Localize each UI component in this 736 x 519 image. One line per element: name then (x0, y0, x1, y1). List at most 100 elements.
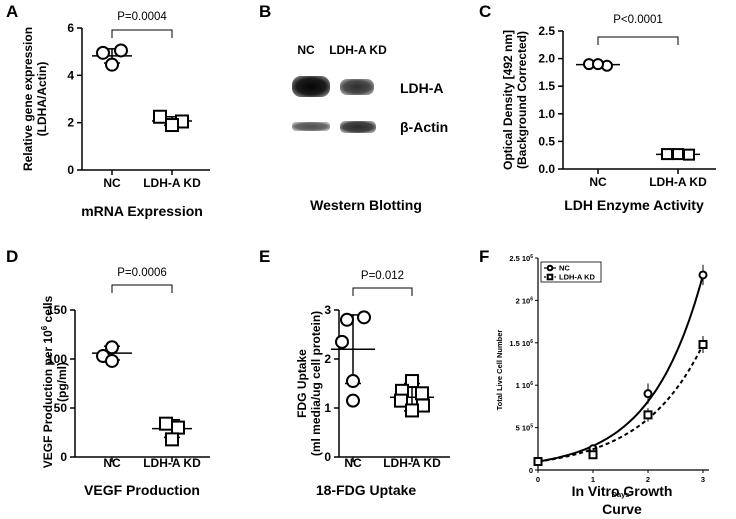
panel-e-category-label: NC (344, 456, 362, 470)
panel-a-category-label: NC (103, 176, 121, 190)
panel-label-d: D (6, 247, 18, 266)
panel-f-x-tick-label: 2 (646, 475, 650, 484)
panel-label-c: C (479, 2, 491, 21)
panel-a-y-tick-label: 4 (67, 68, 74, 82)
panel-f-x-tick-label: 3 (701, 475, 705, 484)
panel-f-data-point (698, 339, 708, 349)
panel-d-p-value: P=0.0006 (117, 267, 167, 279)
blot-lane-label-nc: NC (297, 43, 315, 57)
panel-e-data-point (346, 374, 360, 389)
panel-d-y-tick-label: 100 (47, 352, 67, 366)
blot-band-label-actin: β-Actin (400, 119, 448, 135)
panel-a-data-point (153, 109, 167, 124)
panel-f-x-tick-label: 1 (591, 475, 595, 484)
panel-a-y-tick-label: 0 (67, 163, 74, 177)
panel-c-data-point (683, 148, 695, 161)
panel-e-title: 18-FDG Uptake (316, 482, 417, 498)
panel-a-chart: 0 2 4 6 NC LDH-A KD Relative gene expression (L… (21, 11, 210, 190)
panel-f-y-tick-label: 2 106 (516, 296, 534, 305)
panel-c-chart: 0.0 0.5 1.0 1.5 2.0 2.5 NC LDH-A KD Optical Dens… (501, 14, 716, 189)
panel-f-data-point (533, 457, 543, 467)
panel-e-ylabel-line2: (ml media/ug cell protein) (309, 311, 323, 456)
panel-f-y-tick-label: 0 (529, 466, 533, 475)
panel-e-data-point (335, 334, 349, 349)
panel-f-legend-marker (546, 273, 554, 281)
panel-f-y-tick-label: 5 105 (516, 424, 534, 433)
panel-e-data-point (346, 393, 360, 408)
panel-e-y-tick-label: 0 (324, 450, 331, 464)
panel-f-xlabel: Days (612, 490, 630, 499)
panel-c-y-tick-label: 1.5 (538, 79, 555, 93)
panel-f-data-point (643, 410, 653, 420)
panel-c-y-tick-label: 0.0 (538, 162, 555, 176)
panel-f-chart: 0 5 105 1 106 1.5 106 2 106 2.5 106 0 1 2 3 Days To… (495, 254, 709, 499)
panel-c-y-tick-label: 2.5 (538, 24, 555, 38)
panel-a-p-value: P=0.0004 (117, 11, 167, 23)
panel-c-y-tick-label: 0.5 (538, 134, 555, 148)
panel-e-chart: 0 1 2 3 NC LDH-A KD FDG Uptake (ml media/ug cel… (295, 270, 450, 470)
panel-c-p-value: P<0.0001 (613, 14, 663, 26)
panel-a-data-point (114, 43, 128, 58)
panel-e-ylabel-line1: FDG Uptake (295, 349, 309, 418)
panel-e-category-label: LDH-A KD (383, 456, 441, 470)
panel-d-ylabel-line2: (pg/ml) (55, 362, 69, 402)
blot-lane-label-kd: LDH-A KD (329, 43, 387, 57)
panel-d-title: VEGF Production (84, 482, 200, 498)
panel-e-data-point (415, 386, 429, 401)
panel-d-data-point (165, 432, 179, 447)
panel-f-legend-marker (546, 264, 554, 272)
panel-d-y-tick-label: 50 (54, 401, 68, 415)
panel-label-f: F (479, 247, 489, 266)
panel-f-y-tick-label: 1 106 (516, 381, 534, 390)
panel-e-data-point (340, 312, 354, 327)
panel-a-data-point (105, 57, 119, 72)
panel-e-data-point (357, 310, 371, 325)
panel-d-category-label: LDH-A KD (143, 456, 201, 470)
panel-a-data-point (165, 118, 179, 133)
panel-label-e: E (259, 247, 270, 266)
panel-c-category-label: LDH-A KD (649, 175, 707, 189)
panel-a-ylabel-line2: (LDHA/Actin) (35, 62, 49, 137)
panel-c-data-point (672, 148, 684, 161)
panel-e-y-tick-label: 2 (324, 352, 331, 366)
panel-f-legend-label: NC (559, 264, 570, 273)
panel-d-significance-bracket (111, 284, 173, 293)
panel-e-p-value: P=0.012 (361, 270, 404, 282)
panel-f-fit-line-nc (537, 274, 704, 463)
panel-a-ylabel-line1: Relative gene expression (21, 27, 35, 171)
panel-f-y-tick-label: 1.5 106 (509, 339, 533, 348)
panel-f-x-tick-label: 0 (536, 475, 540, 484)
blot-band-actin-nc (292, 122, 330, 131)
panel-f-ylabel: Total Live Cell Number (495, 330, 504, 411)
panel-a-data-point (96, 45, 110, 60)
panel-a-significance-bracket (111, 29, 173, 38)
panel-c-significance-bracket (597, 36, 679, 45)
panel-f-y-tick-label: 2.5 106 (509, 254, 533, 263)
panel-f-data-point (643, 389, 653, 399)
panel-d-data-point (171, 420, 185, 435)
blot-band-ldha-nc (292, 76, 330, 97)
blot-band-actin-kd (340, 121, 376, 133)
blot-band-ldha-kd (340, 79, 374, 95)
panel-a-y-tick-label: 2 (67, 116, 74, 130)
panel-f-data-point (698, 270, 708, 280)
panel-f-legend-label: LDH-A KD (559, 273, 596, 282)
panel-c-title: LDH Enzyme Activity (564, 197, 704, 213)
panel-d-category-label: NC (103, 456, 121, 470)
panel-a-y-tick-label: 6 (67, 21, 74, 35)
panel-d-y-tick-label: 150 (47, 303, 67, 317)
panel-c-data-point (661, 148, 673, 161)
panel-c-ylabel-line2: (Background Corrected) (515, 31, 529, 169)
panel-f-data-point (588, 450, 598, 460)
panel-label-b: B (259, 2, 271, 21)
panel-d-data-point (159, 416, 173, 431)
panel-d-data-point (105, 340, 119, 355)
panel-e-data-point (405, 403, 419, 418)
panel-c-data-point (592, 58, 604, 71)
panel-e-y-tick-label: 3 (324, 303, 331, 317)
panel-label-a: A (6, 2, 18, 21)
panel-d-data-point (105, 353, 119, 368)
panel-c-y-tick-label: 1.0 (538, 107, 555, 121)
panel-e-y-tick-label: 1 (324, 401, 331, 415)
